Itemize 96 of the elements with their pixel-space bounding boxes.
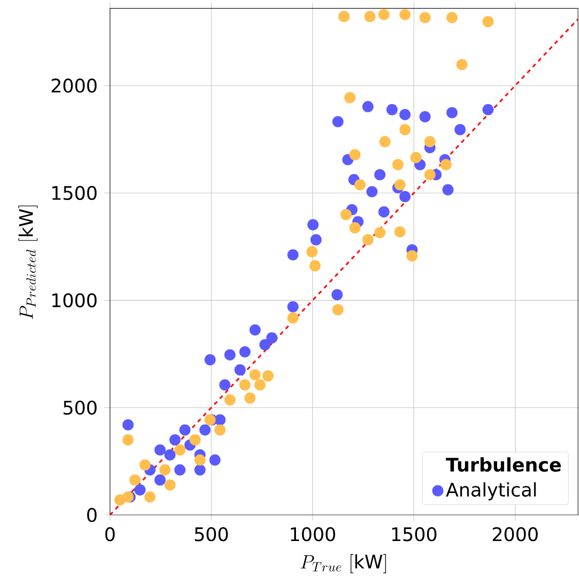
point [446,107,458,118]
point [354,179,366,190]
point [399,108,411,120]
point [399,124,411,136]
point [154,444,166,456]
point [287,312,299,324]
point [454,124,466,136]
point [378,8,390,20]
point [364,10,376,22]
point [194,454,206,466]
point [194,464,206,476]
y-tick-label: 2000 [52,78,97,93]
point [139,459,151,471]
point [310,234,322,246]
point [419,12,431,24]
point [374,227,386,238]
point [366,186,378,198]
point [214,424,226,436]
point [249,324,261,336]
point [224,349,236,360]
point [144,491,156,503]
point [374,169,386,180]
point [349,149,361,160]
point [159,464,171,476]
point [169,434,181,446]
point [266,332,278,344]
point [399,8,411,20]
x-tick-label: 0 [105,527,115,542]
point [349,222,361,234]
point [122,434,134,446]
point [410,152,422,164]
point [306,246,318,258]
point [174,444,186,456]
point [379,136,391,148]
point [122,419,134,430]
legend-title: Turbulence [446,457,561,472]
point [394,179,406,190]
y-tick-label: 0 [87,508,97,522]
point [199,424,211,436]
point [287,249,299,260]
point [309,260,321,272]
point [419,111,431,122]
point [456,58,468,70]
point [219,379,230,390]
point [386,104,398,116]
point [406,250,418,262]
point [239,379,251,390]
x-tick-label: 2000 [492,527,538,542]
point [129,474,141,486]
legend-label: Analytical [446,482,536,500]
y-tick-label: 1000 [52,293,97,308]
point [287,301,299,312]
point [224,394,236,406]
point [164,479,176,491]
point [254,379,266,390]
point [440,159,452,170]
x-tick-label: 500 [194,527,228,542]
point [179,424,191,436]
point [154,474,166,486]
point [134,484,146,496]
point [394,226,406,238]
point [362,101,374,112]
x-tick-label: 1500 [392,527,436,542]
point [482,104,494,116]
point [424,136,436,148]
point [399,191,411,202]
point [340,209,352,220]
point [344,92,356,104]
point [244,392,256,404]
point [174,464,186,476]
point [204,354,216,366]
point [446,12,458,24]
point [249,369,261,380]
x-axis-title: $P_{True}\ [\mathrm{kW}]$ [300,554,386,574]
point [392,159,404,170]
y-tick-label: 500 [64,400,97,415]
point [332,289,343,300]
point [482,16,494,28]
x-tick-label: 1000 [290,527,336,542]
point [239,346,251,358]
point [362,234,374,246]
point [209,454,221,466]
point [378,206,390,218]
point [332,304,344,316]
point [262,370,274,382]
point [164,449,176,460]
point [332,116,344,128]
point [307,219,319,230]
point [424,169,436,180]
point [338,10,350,22]
point [442,184,454,196]
point [259,339,271,350]
y-axis-title: $P_{Predicted}\ [\mathrm{kW}]$ [18,206,38,320]
point [234,364,246,376]
y-tick-label: 1500 [52,186,97,200]
point [189,434,201,446]
